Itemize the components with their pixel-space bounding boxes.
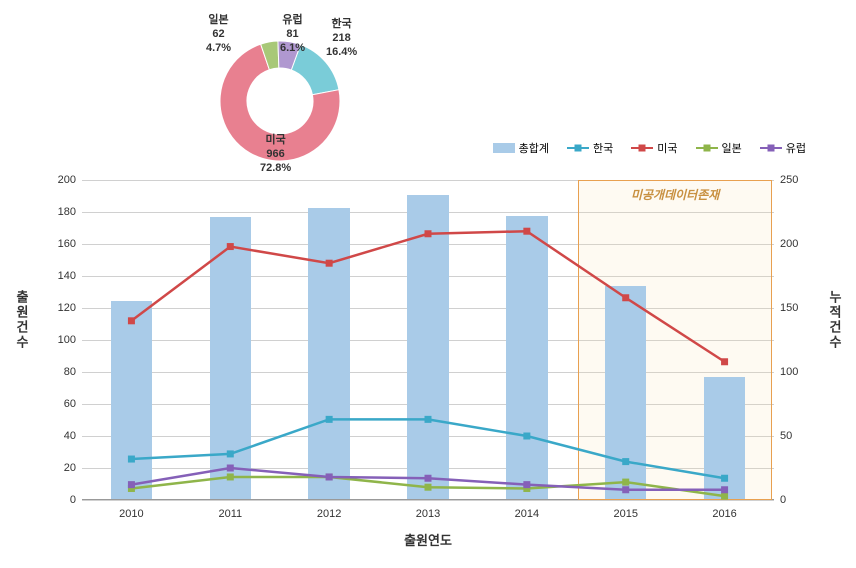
y-left-tick: 120 <box>40 302 76 314</box>
y-left-tick: 180 <box>40 206 76 218</box>
y-right-tick: 100 <box>780 366 816 378</box>
marker-usa <box>128 317 135 324</box>
legend-swatch <box>696 147 718 149</box>
x-tick-label: 2015 <box>613 508 637 520</box>
legend-label: 총합계 <box>519 140 549 156</box>
y-left-tick: 20 <box>40 462 76 474</box>
x-tick-label: 2013 <box>416 508 440 520</box>
marker-usa <box>326 260 333 267</box>
y-left-tick: 100 <box>40 334 76 346</box>
donut-label-usa: 미국 966 72.8% <box>260 134 291 175</box>
legend-item: 유럽 <box>760 140 806 156</box>
marker-japan <box>622 479 629 486</box>
y-left-tick: 160 <box>40 238 76 250</box>
marker-europe <box>326 473 333 480</box>
legend-swatch <box>631 147 653 149</box>
y-left-tick: 200 <box>40 174 76 186</box>
y-left-tick: 0 <box>40 494 76 506</box>
y-right-tick: 150 <box>780 302 816 314</box>
marker-usa <box>622 294 629 301</box>
legend-label: 일본 <box>722 140 742 156</box>
marker-europe <box>425 475 432 482</box>
y-left-tick: 140 <box>40 270 76 282</box>
marker-korea <box>523 433 530 440</box>
legend-swatch <box>760 147 782 149</box>
y-axis-left: 020406080100120140160180200 <box>40 180 80 500</box>
x-tick-label: 2016 <box>712 508 736 520</box>
marker-europe <box>622 486 629 493</box>
y-axis-left-title: 출원건수 <box>12 290 31 350</box>
marker-usa <box>721 358 728 365</box>
marker-europe <box>128 481 135 488</box>
x-tick-label: 2010 <box>119 508 143 520</box>
y-axis-right: 050100150200250 <box>776 180 816 500</box>
marker-usa <box>523 228 530 235</box>
x-axis-title: 출원연도 <box>82 530 774 549</box>
marker-korea <box>227 450 234 457</box>
donut-label-japan: 일본 62 4.7% <box>206 14 231 55</box>
legend-label: 한국 <box>593 140 613 156</box>
line-series-layer <box>82 180 774 500</box>
marker-europe <box>721 486 728 493</box>
y-right-tick: 200 <box>780 238 816 250</box>
marker-europe <box>227 465 234 472</box>
y-right-tick: 50 <box>780 430 816 442</box>
marker-korea <box>326 416 333 423</box>
legend-swatch <box>567 147 589 149</box>
legend-label: 유럽 <box>786 140 806 156</box>
donut-chart: 유럽 81 6.1% 한국 218 16.4% 일본 62 4.7% 미국 96… <box>180 6 380 176</box>
y-axis-right-title: 누적건수 <box>825 290 844 350</box>
legend-swatch <box>493 143 515 153</box>
x-tick-label: 2012 <box>317 508 341 520</box>
x-tick-label: 2014 <box>515 508 539 520</box>
legend-item: 한국 <box>567 140 613 156</box>
y-right-tick: 0 <box>780 494 816 506</box>
marker-korea <box>721 475 728 482</box>
donut-label-korea: 한국 218 16.4% <box>326 18 357 59</box>
y-left-tick: 40 <box>40 430 76 442</box>
legend: 총합계 한국 미국 일본 유럽 <box>493 140 806 156</box>
y-right-tick: 250 <box>780 174 816 186</box>
y-left-tick: 80 <box>40 366 76 378</box>
legend-item: 총합계 <box>493 140 549 156</box>
legend-label: 미국 <box>657 140 677 156</box>
y-left-tick: 60 <box>40 398 76 410</box>
marker-japan <box>721 493 728 500</box>
marker-usa <box>425 230 432 237</box>
marker-korea <box>425 416 432 423</box>
legend-item: 일본 <box>696 140 742 156</box>
marker-usa <box>227 243 234 250</box>
legend-item: 미국 <box>631 140 677 156</box>
x-tick-label: 2011 <box>218 508 242 520</box>
marker-japan <box>425 484 432 491</box>
marker-korea <box>622 458 629 465</box>
marker-korea <box>128 456 135 463</box>
donut-label-europe: 유럽 81 6.1% <box>280 14 305 55</box>
marker-japan <box>227 473 234 480</box>
marker-europe <box>523 481 530 488</box>
line-usa <box>131 231 724 362</box>
